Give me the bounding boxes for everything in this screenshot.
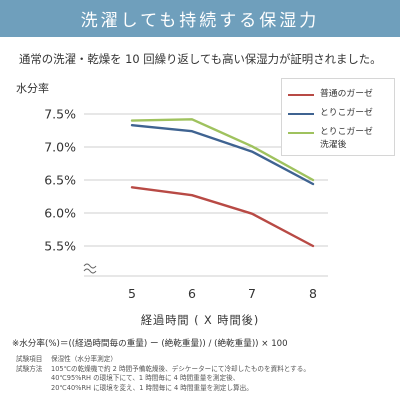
tick-labels: 7.5% 7.0% 6.5% 6.0% 5.5% 5 6 7 8 xyxy=(44,107,317,302)
y-tick-label: 5.5% xyxy=(44,239,76,254)
legend-label: とりこガーゼ xyxy=(320,108,373,118)
note-value: 20℃40%RH に環境を変え、1 時間毎に 4 時間重量を測定し算出。 xyxy=(51,383,253,392)
x-tick-label: 6 xyxy=(188,286,196,301)
y-tick-label: 7.0% xyxy=(44,140,76,155)
series-line xyxy=(130,123,315,186)
legend-swatch xyxy=(288,113,314,115)
legend-swatch xyxy=(288,94,314,96)
axis-break xyxy=(83,263,97,274)
note-key: 試験方法 xyxy=(16,364,43,373)
legend-label: とりこガーゼ 洗濯後 xyxy=(320,127,373,150)
legend-item-toriko: とりこガーゼ xyxy=(288,107,373,120)
note-value: 105℃の乾燥機で約 2 時間予備乾燥後、デシケーターにて冷却したものを資料とす… xyxy=(51,364,310,373)
note-value: 40℃95%RH の環境下にて、1 時間毎に 4 時間重量を測定後、 xyxy=(51,374,240,382)
note-row: 試験項目 保湿性（水分率測定） xyxy=(16,355,396,365)
formula-note: ※水分率(%)＝((経過時間毎の重量) ー (絶乾重量)) / (絶乾重量)) … xyxy=(12,339,288,349)
note-key: 試験項目 xyxy=(16,355,43,363)
legend-swatch xyxy=(288,132,314,134)
y-tick-label: 6.5% xyxy=(44,173,76,188)
legend-item-toriko-washed: とりこガーゼ 洗濯後 xyxy=(288,126,373,152)
axis-break-mark xyxy=(83,263,97,269)
chart-legend: 普通のガーゼ とりこガーゼ とりこガーゼ 洗濯後 xyxy=(281,78,395,156)
x-axis-title: 経過時間 ( X 時間後) xyxy=(140,314,260,327)
banner-title: 洗濯しても持続する保湿力 xyxy=(80,11,320,31)
note-key xyxy=(16,374,51,384)
axis-break-mark xyxy=(83,268,97,274)
x-tick-label: 7 xyxy=(248,286,256,301)
note-row: 試験方法 105℃の乾燥機で約 2 時間予備乾燥後、デシケーターにて冷却したもの… xyxy=(16,365,396,375)
test-notes: 試験項目 保湿性（水分率測定） 試験方法 105℃の乾燥機で約 2 時間予備乾燥… xyxy=(16,355,396,393)
subtitle: 通常の洗濯・乾燥を 10 回繰り返しても高い保湿力が証明されました。 xyxy=(19,52,382,66)
note-row: 40℃95%RH の環境下にて、1 時間毎に 4 時間重量を測定後、 xyxy=(16,374,396,384)
y-tick-label: 7.5% xyxy=(44,107,76,122)
x-tick-label: 8 xyxy=(309,286,317,301)
title-banner: 洗濯しても持続する保湿力 xyxy=(0,0,400,37)
note-key xyxy=(16,384,51,394)
legend-label: 普通のガーゼ xyxy=(320,89,373,99)
series-line xyxy=(130,118,315,182)
x-tick-label: 5 xyxy=(128,286,136,301)
y-axis-label: 水分率 xyxy=(16,82,49,95)
note-row: 20℃40%RH に環境を変え、1 時間毎に 4 時間重量を測定し算出。 xyxy=(16,384,396,394)
note-value: 保湿性（水分率測定） xyxy=(51,355,117,363)
legend-item-futsuu: 普通のガーゼ xyxy=(288,88,373,101)
y-tick-label: 6.0% xyxy=(44,206,76,221)
series-line xyxy=(130,186,315,248)
series-lines xyxy=(130,118,315,248)
